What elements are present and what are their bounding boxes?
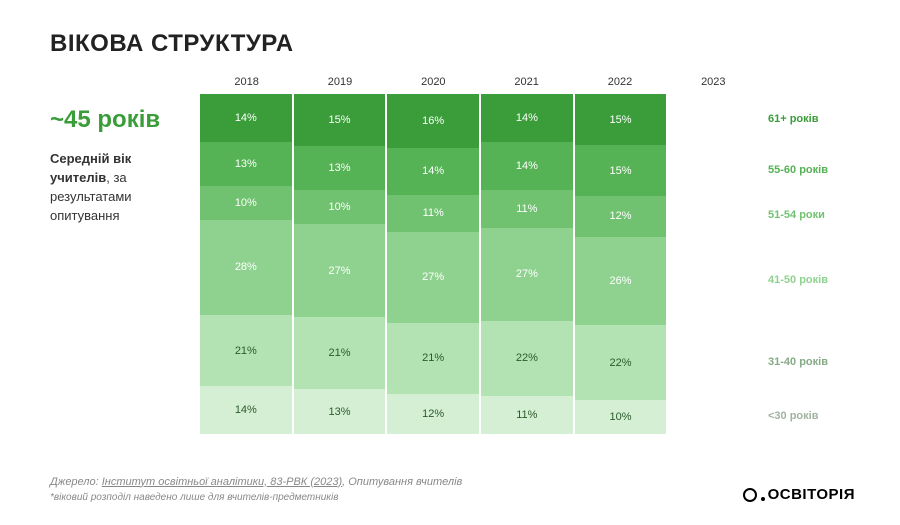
source-suffix: , Опитування вчителів: [342, 476, 462, 488]
bar-segment: 21%: [200, 315, 292, 386]
bar-segment: 14%: [200, 386, 292, 434]
bar-segment: 11%: [481, 396, 573, 434]
chart-area: 14%13%10%28%21%14%15%13%10%27%21%13%16%1…: [200, 94, 850, 434]
average-age-caption: Середній вік учителів, за результатами о…: [50, 150, 190, 225]
year-label: 2020: [387, 76, 480, 88]
bar-segment: 15%: [575, 145, 667, 196]
bar-segment: 27%: [481, 228, 573, 321]
bar-column: 14%14%11%27%22%11%: [481, 94, 573, 434]
legend-label: <30 років: [768, 410, 818, 422]
bar-segment: 15%: [575, 94, 667, 145]
bar-segment: 16%: [387, 94, 479, 148]
bar-column: 16%14%11%27%21%12%: [387, 94, 479, 434]
bar-segment: 14%: [387, 148, 479, 195]
legend-label: 41-50 років: [768, 274, 828, 286]
year-label: 2018: [200, 76, 293, 88]
stacked-bars: 14%13%10%28%21%14%15%13%10%27%21%13%16%1…: [200, 94, 760, 434]
bar-column: 15%15%12%26%22%10%: [575, 94, 667, 434]
logo-text: ОСВІТОРІЯ: [768, 486, 855, 503]
bar-segment: 21%: [294, 317, 386, 389]
bar-segment: 22%: [575, 325, 667, 400]
source-line: Джерело: Інститут освітньої аналітики, 8…: [50, 474, 462, 491]
bar-segment: 27%: [387, 232, 479, 323]
legend-label: 61+ років: [768, 113, 818, 125]
bar-segment: 21%: [387, 323, 479, 394]
bar-segment: 12%: [575, 196, 667, 237]
logo-circle-icon: [743, 488, 757, 502]
bar-segment: 11%: [387, 195, 479, 232]
chart-column: 201820192020202120222023 14%13%10%28%21%…: [200, 76, 850, 434]
bar-segment: 13%: [294, 146, 386, 191]
bar-segment: 22%: [481, 321, 573, 397]
year-label: 2022: [573, 76, 666, 88]
bar-segment: 14%: [481, 94, 573, 142]
bar-segment: 13%: [294, 389, 386, 434]
legend-label: 55-60 років: [768, 164, 828, 176]
year-label: 2019: [293, 76, 386, 88]
bar-segment: 10%: [200, 186, 292, 220]
bar-segment: 12%: [387, 394, 479, 434]
year-label: 2021: [480, 76, 573, 88]
bar-segment: 15%: [294, 94, 386, 146]
source-link[interactable]: Інститут освітньої аналітики, 83-РВК (20…: [102, 476, 342, 488]
page-title: ВІКОВА СТРУКТУРА: [50, 30, 850, 58]
content-row: ~45 років Середній вік учителів, за резу…: [50, 76, 850, 434]
bar-segment: 27%: [294, 224, 386, 317]
logo-dot-icon: [761, 497, 765, 501]
year-label: 2023: [667, 76, 760, 88]
bar-segment: 10%: [294, 190, 386, 224]
bar-segment: 14%: [200, 94, 292, 142]
bar-segment: 13%: [200, 142, 292, 186]
bar-segment: 11%: [481, 190, 573, 228]
brand-logo: ОСВІТОРІЯ: [743, 486, 855, 503]
average-age: ~45 років: [50, 106, 190, 134]
legend-label: 31-40 років: [768, 356, 828, 368]
bar-segment: 10%: [575, 400, 667, 434]
bar-column: [668, 94, 760, 434]
legend-label: 51-54 роки: [768, 209, 825, 221]
bar-segment: 28%: [200, 220, 292, 315]
left-column: ~45 років Середній вік учителів, за резу…: [50, 76, 200, 434]
bar-column: 14%13%10%28%21%14%: [200, 94, 292, 434]
footer: Джерело: Інститут освітньої аналітики, 8…: [50, 474, 462, 506]
category-legend: 61+ років 55-60 років 51-54 роки 41-50 рокі…: [768, 94, 848, 434]
bar-column: 15%13%10%27%21%13%: [294, 94, 386, 434]
bar-segment: 26%: [575, 237, 667, 325]
years-axis: 201820192020202120222023: [200, 76, 760, 88]
footnote: *віковий розподіл наведено лише для вчит…: [50, 490, 462, 505]
source-prefix: Джерело:: [50, 476, 102, 488]
bar-segment: 14%: [481, 142, 573, 190]
